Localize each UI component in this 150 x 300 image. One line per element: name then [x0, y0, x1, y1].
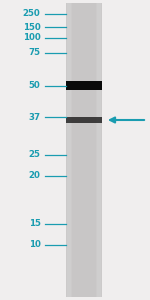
Text: 25: 25	[29, 150, 40, 159]
Bar	[99, 3, 101, 297]
Bar	[69, 3, 71, 297]
Text: 15: 15	[29, 219, 40, 228]
Text: 75: 75	[28, 48, 40, 57]
Bar	[98, 3, 100, 297]
Text: 20: 20	[29, 171, 40, 180]
Bar	[66, 117, 102, 123]
Bar	[70, 3, 72, 297]
Bar	[66, 3, 102, 297]
Bar	[68, 3, 70, 297]
Text: 10: 10	[29, 240, 40, 249]
Bar	[66, 81, 102, 90]
Text: 150: 150	[23, 22, 40, 32]
Bar	[96, 3, 98, 297]
Bar	[100, 3, 102, 297]
Text: 250: 250	[23, 9, 40, 18]
Text: 50: 50	[29, 81, 40, 90]
Bar	[67, 3, 69, 297]
Bar	[97, 3, 99, 297]
Text: 37: 37	[28, 112, 40, 122]
Bar	[66, 3, 68, 297]
Text: 100: 100	[23, 33, 40, 42]
